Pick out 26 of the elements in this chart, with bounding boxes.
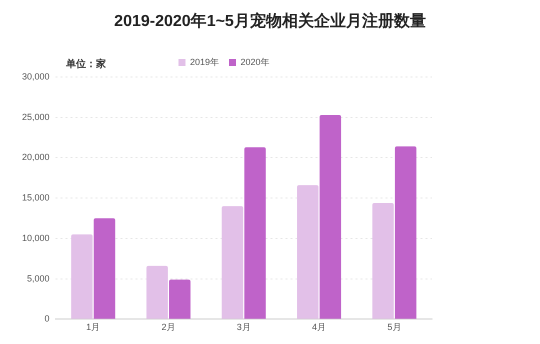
x-tick-label: 4月 (312, 322, 326, 332)
y-tick-label: 10,000 (22, 232, 50, 243)
y-tick-label: 30,000 (22, 71, 50, 82)
y-tick-label: 15,000 (22, 192, 50, 203)
bar (372, 202, 394, 319)
y-tick-label: 25,000 (22, 112, 50, 122)
bar (71, 234, 93, 319)
legend-label: 2019年 (190, 56, 220, 67)
bar (297, 185, 318, 319)
y-tick-label: 5,000 (26, 273, 50, 284)
x-tick-label: 1月 (86, 322, 100, 332)
bar (222, 206, 244, 319)
x-tick-label: 2月 (161, 322, 176, 332)
bar (94, 218, 116, 319)
bar (146, 266, 168, 319)
bar (320, 114, 342, 319)
y-axis-title: 单位：家 (65, 58, 106, 70)
x-tick-label: 5月 (387, 322, 402, 332)
chart-title: 2019-2020年1~5月宠物相关企业月注册数量 (113, 11, 427, 32)
y-tick-label: 0 (44, 314, 50, 324)
bar (394, 146, 416, 319)
y-tick-label: 20,000 (22, 152, 50, 162)
legend-label: 2020年 (240, 56, 270, 67)
bar (169, 280, 190, 319)
bar (244, 147, 266, 319)
x-tick-label: 3月 (236, 322, 251, 332)
